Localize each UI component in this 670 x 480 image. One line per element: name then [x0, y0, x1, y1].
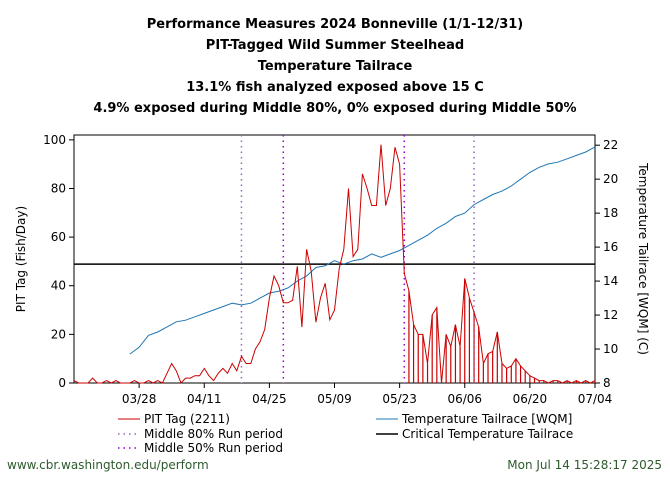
y-right-tick-label: 16	[603, 240, 618, 254]
footer-url: www.cbr.washington.edu/perform	[7, 458, 209, 472]
temperature-line	[129, 146, 596, 355]
pit-tag-line	[73, 144, 596, 384]
x-tick-label: 06/06	[447, 392, 482, 406]
y-axis-left-label: PIT Tag (Fish/Day)	[14, 206, 28, 312]
y-left-tick-label: 20	[51, 327, 66, 341]
y-left-tick-label: 40	[51, 279, 66, 293]
y-left-tick-label: 60	[51, 230, 66, 244]
y-left-tick-label: 80	[51, 181, 66, 195]
title-block: Performance Measures 2024 Bonneville (1/…	[93, 17, 576, 116]
chart-title-line-1: Performance Measures 2024 Bonneville (1/…	[147, 17, 524, 32]
y-right-tick-label: 18	[603, 206, 618, 220]
x-tick-label: 05/09	[317, 392, 352, 406]
footer-timestamp: Mon Jul 14 15:28:17 2025	[507, 458, 662, 472]
y-left-tick-label: 0	[58, 376, 66, 390]
pit-hatch-layer	[408, 278, 596, 383]
chart-title-line-3: Temperature Tailrace	[258, 59, 413, 74]
legend-pit-label: PIT Tag (2211)	[144, 412, 230, 426]
plot-frame	[73, 134, 596, 384]
y-right-tick-label: 20	[603, 172, 618, 186]
y-right-tick-label: 14	[603, 274, 618, 288]
axis-layer: 0 20 40 60 80 100 8 10 12 14 16 18 20 22 03/28 04/11 04/…	[43, 133, 618, 406]
legend-temperature-label: Temperature Tailrace [WQM]	[401, 412, 572, 426]
legend: PIT Tag (2211) Temperature Tailrace [WQM…	[118, 412, 573, 455]
y-right-tick-label: 12	[603, 308, 618, 322]
legend-mid80-label: Middle 80% Run period	[144, 427, 283, 441]
y-axis-right-label: Temperature Tailrace [WQM] (C)	[636, 162, 650, 355]
x-tick-label: 07/04	[578, 392, 613, 406]
legend-mid50-label: Middle 50% Run period	[144, 441, 283, 455]
y-right-tick-label: 10	[603, 342, 618, 356]
x-tick-label: 05/23	[382, 392, 417, 406]
y-left-tick-label: 100	[43, 133, 66, 147]
y-right-tick-label: 8	[603, 376, 611, 390]
y-right-tick-label: 22	[603, 138, 618, 152]
x-tick-label: 03/28	[122, 392, 157, 406]
legend-critical-label: Critical Temperature Tailrace	[402, 427, 573, 441]
x-tick-label: 06/20	[513, 392, 548, 406]
x-tick-label: 04/11	[187, 392, 222, 406]
x-tick-label: 04/25	[252, 392, 287, 406]
series-layer	[73, 144, 596, 384]
chart-title-line-4: 13.1% fish analyzed exposed above 15 C	[186, 80, 484, 95]
chart-title-line-2: PIT-Tagged Wild Summer Steelhead	[206, 38, 464, 53]
chart-title-line-5: 4.9% exposed during Middle 80%, 0% expos…	[93, 101, 576, 116]
